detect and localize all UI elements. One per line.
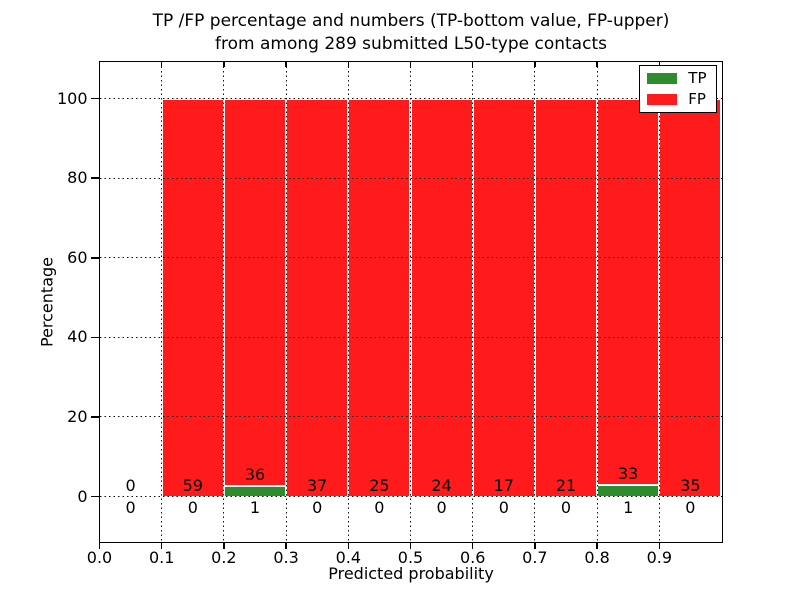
x-gridline — [223, 61, 225, 542]
x-tick-bottom — [98, 542, 101, 549]
x-tick-label: 0.6 — [459, 547, 486, 567]
tp-count-label: 0 — [685, 497, 696, 517]
fp-count-label: 37 — [307, 475, 328, 495]
fp-count-label: 21 — [555, 475, 577, 495]
x-tick-label: 0.5 — [397, 547, 424, 567]
y-tick-label: 20 — [67, 406, 88, 426]
x-tick-top — [596, 61, 598, 67]
x-tick-top — [347, 61, 350, 67]
fp-count-label: 0 — [125, 475, 136, 495]
x-tick-label: 0.0 — [86, 547, 113, 567]
x-tick-top — [471, 61, 474, 67]
bar-segment-fp — [534, 98, 598, 497]
legend-label-tp: TP — [688, 68, 707, 87]
legend-item-tp: TP — [647, 68, 707, 87]
y-tick — [90, 495, 99, 498]
legend: TP FP — [639, 64, 717, 113]
x-tick-label: 0.8 — [584, 547, 610, 567]
legend-swatch-fp — [647, 93, 678, 105]
x-gridline — [596, 61, 598, 542]
x-gridline — [658, 61, 660, 542]
tp-count-label: 1 — [249, 497, 261, 517]
x-tick-bottom — [534, 542, 536, 549]
x-tick-top — [409, 61, 412, 67]
x-gridline — [534, 61, 536, 542]
x-tick-top — [658, 61, 661, 67]
tp-count-label: 0 — [125, 497, 136, 517]
bar-segment-tp — [597, 484, 660, 497]
x-tick-top — [534, 61, 536, 67]
x-tick-label: 0.1 — [148, 547, 175, 567]
bar-segment-fp — [410, 98, 473, 497]
fp-count-label: 17 — [493, 475, 514, 495]
y-tick — [90, 177, 99, 179]
x-tick-bottom — [160, 542, 163, 549]
x-tick-label: 0.9 — [646, 547, 673, 567]
y-tick-label: 80 — [67, 168, 88, 188]
tp-count-label: 0 — [374, 497, 385, 517]
bar-segment-fp — [659, 98, 722, 497]
x-tick-bottom — [223, 542, 225, 549]
x-gridline — [347, 61, 349, 542]
tp-count-label: 0 — [312, 497, 323, 517]
x-tick-label: 0.3 — [273, 547, 299, 567]
x-gridline — [410, 61, 411, 542]
y-tick — [90, 416, 99, 418]
bar-segment-fp — [223, 98, 287, 486]
x-gridline — [472, 61, 474, 542]
x-tick-bottom — [285, 542, 287, 549]
tp-count-label: 0 — [187, 497, 198, 517]
x-tick-bottom — [596, 542, 598, 549]
x-tick-label: 0.2 — [211, 547, 237, 567]
x-axis-label: Predicted probability — [328, 564, 494, 583]
bar-segment-fp — [161, 98, 224, 497]
bar-segment-fp — [286, 98, 349, 497]
x-tick-bottom — [471, 542, 474, 549]
fp-count-label: 33 — [618, 463, 639, 483]
bar-segment-fp — [472, 98, 535, 497]
tp-count-label: 0 — [436, 497, 447, 517]
chart-title-line2: from among 289 submitted L50-type contac… — [215, 34, 607, 54]
x-tick-top — [285, 61, 287, 67]
fp-count-label: 59 — [182, 475, 203, 495]
x-tick-top — [223, 61, 225, 67]
y-tick — [90, 336, 99, 339]
x-tick-bottom — [347, 542, 350, 549]
fp-count-label: 25 — [369, 475, 390, 495]
x-gridline — [285, 61, 287, 542]
x-tick-label: 0.4 — [335, 547, 362, 567]
x-gridline — [161, 61, 163, 542]
y-tick-label: 60 — [67, 247, 88, 267]
y-tick-label: 0 — [77, 486, 88, 506]
tp-count-label: 0 — [560, 497, 572, 517]
chart-title: TP /FP percentage and numbers (TP-bottom… — [100, 10, 722, 56]
y-tick-label: 100 — [56, 88, 88, 108]
fp-count-label: 36 — [244, 464, 266, 484]
bar-segment-tp — [223, 485, 287, 497]
legend-label-fp: FP — [688, 89, 706, 108]
legend-item-fp: FP — [647, 89, 706, 108]
tp-count-label: 1 — [623, 497, 634, 517]
x-tick-top — [160, 61, 163, 67]
x-tick-bottom — [409, 542, 412, 549]
chart-title-line1: TP /FP percentage and numbers (TP-bottom… — [152, 11, 670, 31]
plot-area: TP FP 0 0 59 0 36 1 37 0 25 0 24 0 17 0 21 0 33 1 35 0 0 20 40… — [57, 60, 723, 567]
y-tick-label: 40 — [67, 327, 88, 347]
legend-swatch-tp — [647, 72, 678, 84]
bar-segment-fp — [348, 98, 411, 497]
y-tick — [90, 256, 99, 259]
tp-count-label: 0 — [498, 497, 509, 517]
y-tick — [90, 97, 99, 100]
x-tick-label: 0.7 — [522, 547, 548, 567]
x-tick-bottom — [658, 542, 661, 549]
fp-count-label: 35 — [680, 475, 701, 495]
bar-segment-fp — [597, 98, 660, 485]
fp-count-label: 24 — [431, 475, 452, 495]
